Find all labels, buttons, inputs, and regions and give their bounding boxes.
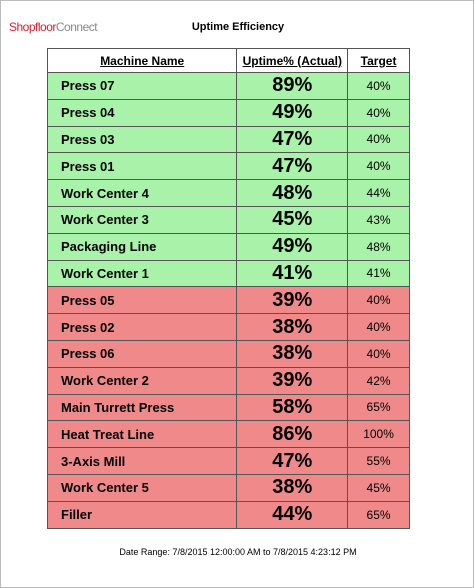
table-row: Work Center 4 48% 44%: [46, 179, 410, 207]
machine-name: Press 02: [46, 313, 238, 341]
uptime-actual: 38%: [236, 339, 349, 368]
uptime-actual: 49%: [236, 232, 349, 261]
machine-name: Work Center 3: [46, 205, 238, 234]
table-row: Main Turrett Press 58% 65%: [46, 393, 410, 422]
table-row: Press 03 47% 40%: [46, 125, 410, 154]
uptime-actual: 38%: [236, 313, 349, 341]
uptime-actual: 89%: [236, 72, 349, 100]
machine-name: Work Center 5: [46, 473, 238, 502]
target: 45%: [347, 473, 410, 502]
date-range: Date Range: 7/8/2015 12:00:00 AM to 7/8/…: [119, 547, 357, 557]
target: 100%: [347, 420, 410, 449]
table-row: Filler 44% 65%: [46, 500, 410, 529]
title: Uptime Efficiency: [191, 21, 285, 33]
target: 43%: [347, 205, 410, 234]
target: 65%: [347, 393, 410, 422]
machine-name: 3-Axis Mill: [46, 447, 238, 475]
target: 48%: [347, 232, 410, 261]
target: 42%: [347, 366, 410, 395]
machine-name: Press 01: [46, 152, 238, 181]
table-row: Heat Treat Line 86% 100%: [46, 420, 410, 449]
uptime-actual: 58%: [236, 393, 349, 422]
machine-name: Work Center 2: [46, 366, 238, 395]
uptime-table: Machine Name Uptime% (Actual) Target Press…: [46, 48, 410, 529]
logo-sub: Connect: [55, 20, 98, 34]
table-row: Work Center 2 39% 42%: [46, 366, 410, 395]
uptime-actual: 47%: [236, 447, 349, 475]
machine-name: Main Turrett Press: [46, 393, 238, 422]
table-row: Press 01 47% 40%: [46, 152, 410, 181]
logo-main: Shopfloor: [9, 20, 56, 34]
table-row: 3-Axis Mill 47% 55%: [46, 447, 410, 475]
column-header: Target: [347, 48, 410, 73]
target: 55%: [347, 447, 410, 475]
table-row: Press 06 38% 40%: [46, 339, 410, 368]
uptime-actual: 49%: [236, 98, 349, 127]
uptime-actual: 48%: [236, 179, 349, 207]
machine-name: Packaging Line: [46, 232, 238, 261]
table-row: Work Center 5 38% 45%: [46, 473, 410, 502]
column-header: Machine Name: [46, 48, 238, 73]
machine-name: Filler: [46, 500, 238, 529]
target: 40%: [347, 339, 410, 368]
uptime-actual: 39%: [236, 286, 349, 315]
table-row: Press 07 89% 40%: [46, 72, 410, 100]
target: 40%: [347, 313, 410, 341]
target: 44%: [347, 179, 410, 207]
machine-name: Press 03: [46, 125, 238, 154]
column-header: Uptime% (Actual): [236, 48, 349, 73]
target: 41%: [347, 259, 410, 288]
table-row: Work Center 1 41% 41%: [46, 259, 410, 288]
uptime-actual: 44%: [236, 500, 349, 529]
uptime-actual: 38%: [236, 473, 349, 502]
table-row: Packaging Line 49% 48%: [46, 232, 410, 261]
machine-name: Work Center 4: [46, 179, 238, 207]
target: 40%: [347, 286, 410, 315]
header-row: Machine Name Uptime% (Actual) Target: [46, 48, 410, 73]
uptime-actual: 39%: [236, 366, 349, 395]
table-row: Press 05 39% 40%: [46, 286, 410, 315]
machine-name: Press 04: [46, 98, 238, 127]
target: 40%: [347, 125, 410, 154]
machine-name: Press 07: [46, 72, 238, 100]
target: 40%: [347, 72, 410, 100]
uptime-actual: 47%: [236, 152, 349, 181]
machine-name: Press 05: [46, 286, 238, 315]
table-row: Press 02 38% 40%: [46, 313, 410, 341]
uptime-actual: 86%: [236, 420, 349, 449]
machine-name: Heat Treat Line: [46, 420, 238, 449]
machine-name: Work Center 1: [46, 259, 238, 288]
logo: ShopfloorConnect: [9, 20, 98, 34]
target: 65%: [347, 500, 410, 529]
table-row: Work Center 3 45% 43%: [46, 205, 410, 234]
uptime-actual: 47%: [236, 125, 349, 154]
uptime-actual: 45%: [236, 205, 349, 234]
uptime-actual: 41%: [236, 259, 349, 288]
target: 40%: [347, 152, 410, 181]
table-row: Press 04 49% 40%: [46, 98, 410, 127]
machine-name: Press 06: [46, 339, 238, 368]
target: 40%: [347, 98, 410, 127]
